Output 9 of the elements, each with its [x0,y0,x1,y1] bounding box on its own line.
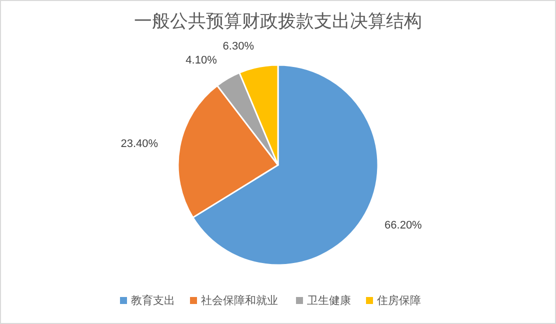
data-label: 23.40% [120,138,158,150]
legend-label: 卫生健康 [307,294,351,307]
legend-label: 住房保障 [377,294,421,307]
data-label: 66.20% [384,219,422,232]
chart-title: 一般公共预算财政拨款支出决算结构 [134,11,422,31]
data-label: 4.10% [186,54,218,66]
data-label: 6.30% [222,40,254,52]
legend-label: 社会保障和就业 [201,294,278,307]
legend-label: 教育支出 [131,294,175,307]
